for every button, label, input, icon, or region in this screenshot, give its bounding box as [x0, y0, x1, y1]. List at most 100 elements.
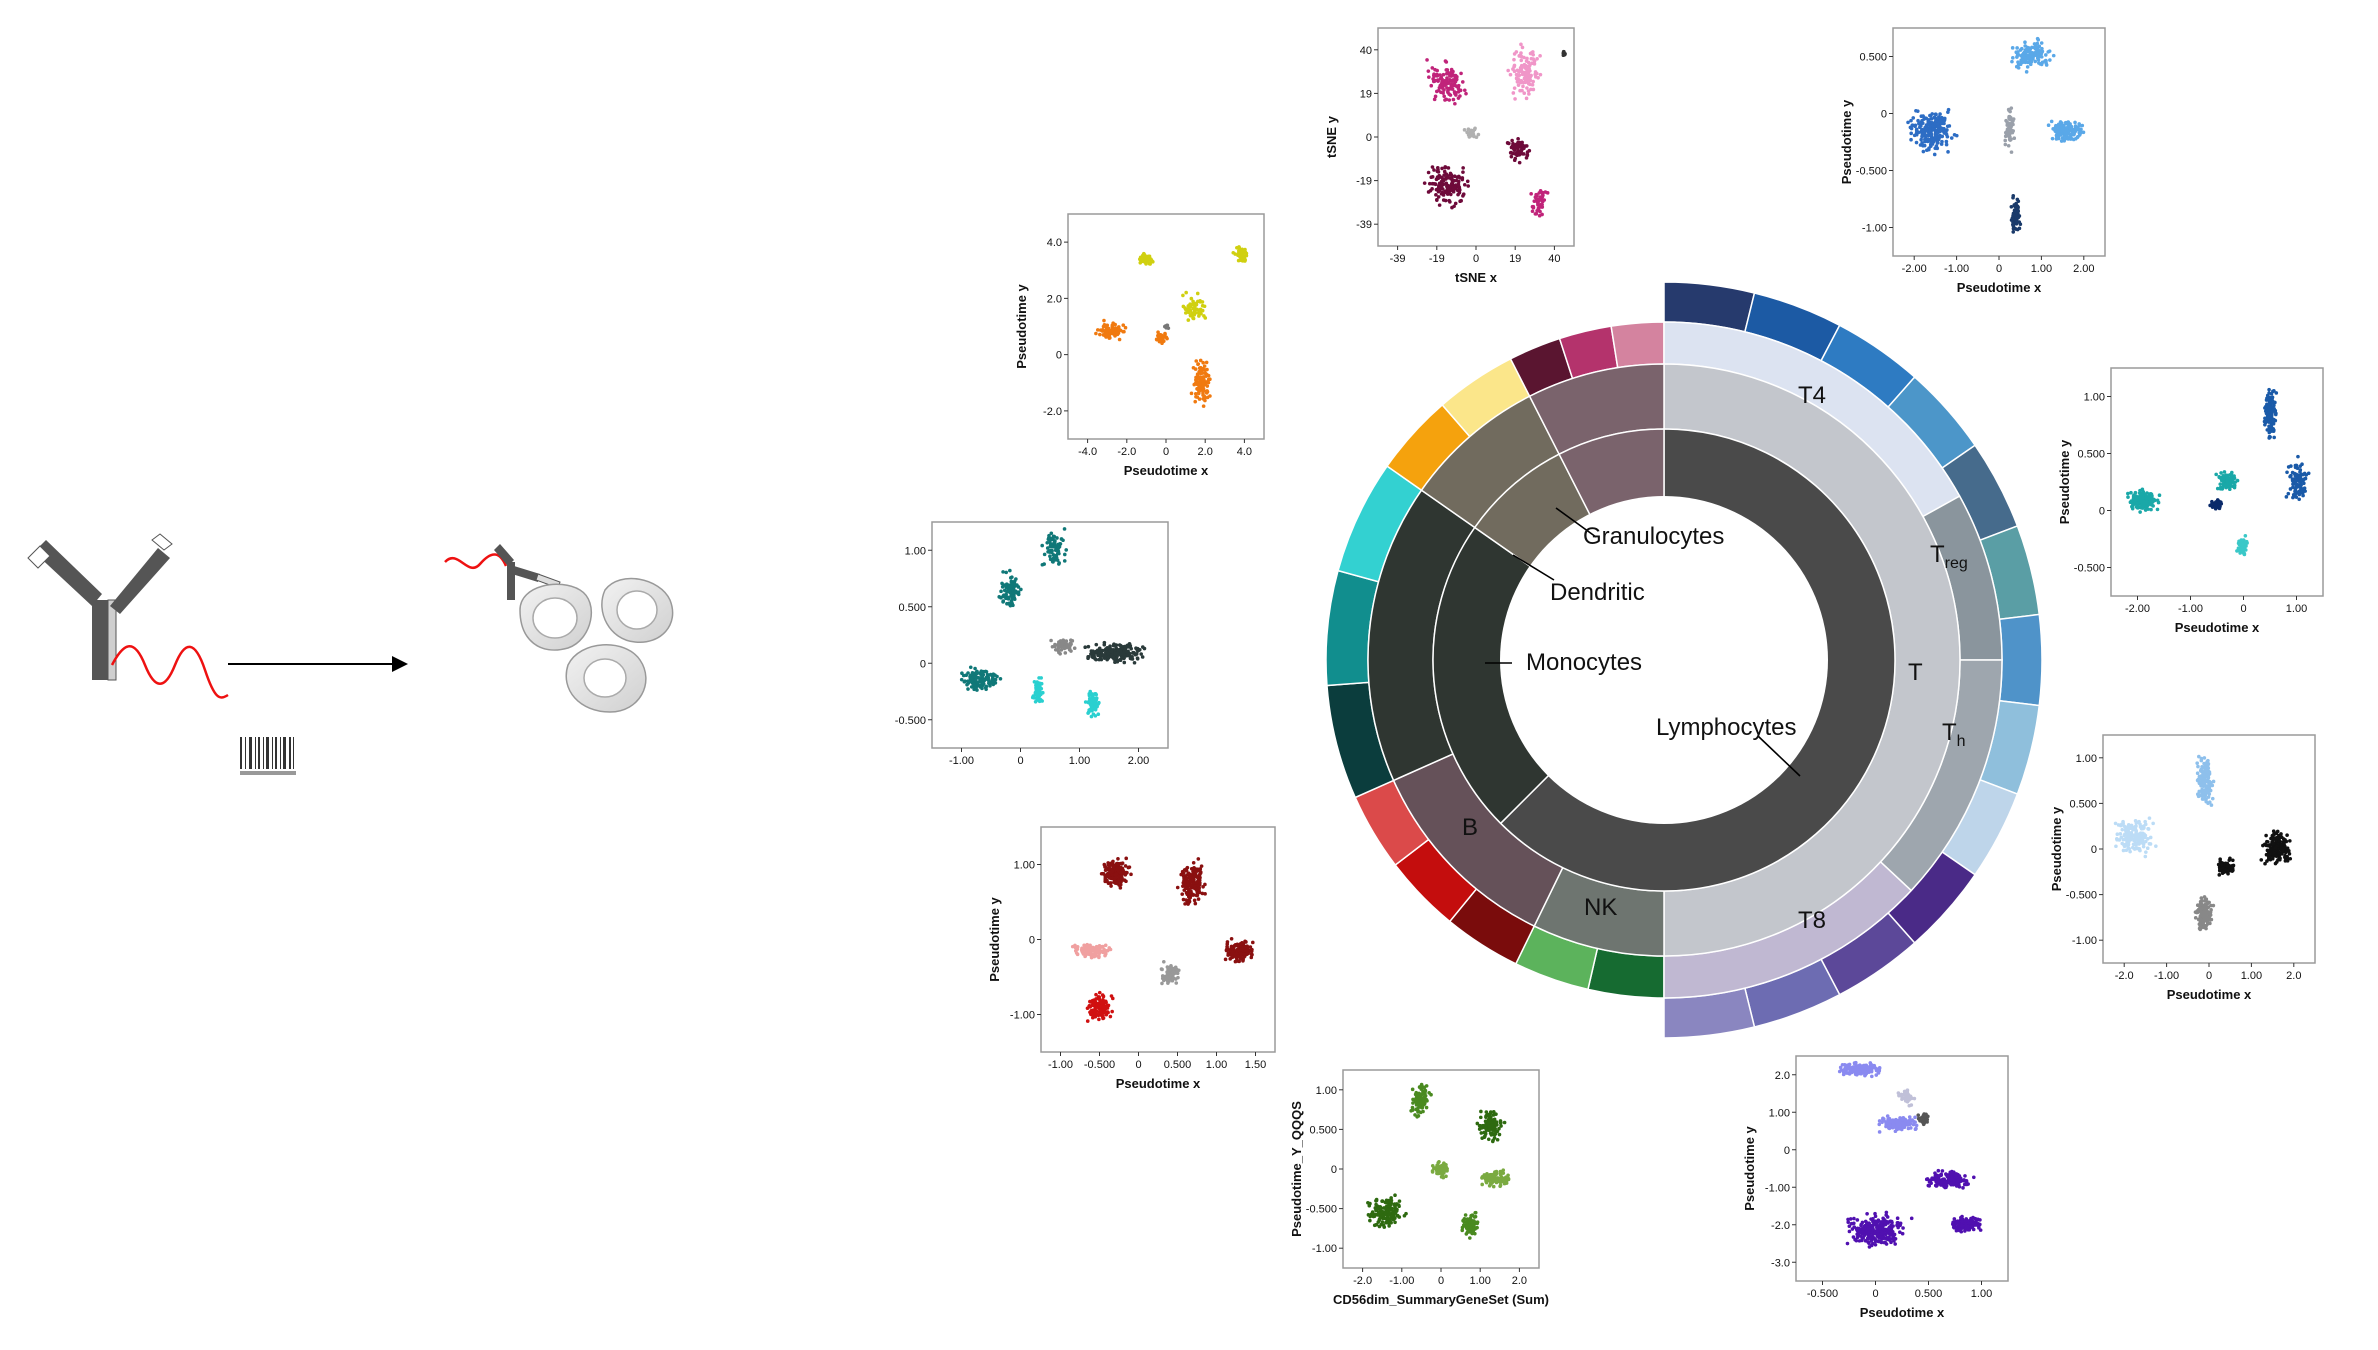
- plot-point: [1430, 165, 1435, 169]
- plot-point: [1486, 1121, 1490, 1125]
- plot-point: [1195, 879, 1200, 884]
- plot-point: [2210, 783, 2215, 788]
- y-tick-label: 0: [1784, 1145, 1790, 1157]
- x-axis-label: Pseudotime x: [1116, 1076, 1201, 1091]
- plot-point: [2202, 904, 2207, 908]
- plot-point: [2157, 493, 2162, 498]
- plot-point: [1514, 76, 1519, 81]
- plot-point: [1440, 181, 1444, 186]
- plot-point: [1961, 1186, 1965, 1190]
- plot-point: [1513, 145, 1518, 149]
- plot-point: [1921, 1122, 1926, 1127]
- plot-point: [1928, 124, 1932, 128]
- plot-point: [2200, 913, 2204, 918]
- plot-point: [2018, 222, 2023, 226]
- plot-point: [1422, 181, 1427, 185]
- plot-point: [1491, 1118, 1496, 1122]
- plot-point: [2039, 41, 2044, 45]
- plot-point: [1841, 1070, 1846, 1074]
- plot-point: [1434, 177, 1439, 181]
- plot-points: [1422, 42, 1567, 218]
- plot-point: [2075, 125, 2080, 130]
- plot-point: [1465, 179, 1470, 184]
- plot-point: [1855, 1218, 1860, 1222]
- plot-point: [2228, 487, 2232, 492]
- plot-point: [1525, 153, 1529, 158]
- y-tick-label: 0.500: [2069, 798, 2097, 810]
- plot-point: [1094, 1012, 1099, 1017]
- plot-point: [2011, 222, 2016, 227]
- plot-point: [1938, 129, 1942, 134]
- plot-point: [2015, 197, 2020, 202]
- plot-point: [1899, 1092, 1904, 1097]
- plot-point: [1942, 118, 1947, 123]
- plot-point: [1862, 1071, 1866, 1075]
- plot-point: [1518, 88, 1522, 93]
- plot-point: [1907, 1115, 1912, 1119]
- plot-point: [1106, 863, 1111, 868]
- plot-point: [1501, 1179, 1506, 1184]
- plot-point: [2049, 119, 2054, 124]
- plot-point: [1200, 891, 1205, 896]
- plot-point: [1921, 1117, 1925, 1121]
- plot-point: [1916, 118, 1920, 123]
- plot-points: [1906, 36, 2086, 234]
- treg-label: Treg: [1930, 541, 1968, 572]
- plot-point: [1913, 1115, 1917, 1120]
- plot-point: [2069, 136, 2074, 141]
- plot-point: [1191, 860, 1196, 865]
- plot-point: [2218, 504, 2222, 509]
- plot-point: [2144, 850, 2148, 854]
- plot-point: [2023, 44, 2027, 48]
- plot-point: [1452, 204, 1456, 209]
- plot-point: [2231, 858, 2235, 863]
- plot-point: [1103, 875, 1108, 880]
- y-tick-label: 0: [1331, 1164, 1337, 1176]
- plot-point: [1458, 94, 1462, 98]
- y-tick-label: -19: [1356, 176, 1372, 188]
- plot-point: [1185, 899, 1190, 904]
- plot-point: [1110, 996, 1115, 1001]
- plot-point: [1443, 165, 1447, 169]
- plot-point: [1098, 1004, 1103, 1009]
- plot-point: [1451, 186, 1456, 191]
- plot-point: [1868, 1236, 1872, 1240]
- plot-point: [1383, 1210, 1387, 1215]
- y-tick-label: -0.500: [2074, 563, 2105, 575]
- plot-point: [2147, 816, 2152, 820]
- plot-point: [1920, 121, 1925, 126]
- plot-point: [1478, 1115, 1483, 1120]
- plot-point: [2025, 65, 2030, 69]
- cells-with-antibody-icon: [444, 544, 674, 713]
- plot-point: [1376, 1220, 1381, 1224]
- plot-point: [1444, 68, 1449, 72]
- plot-point: [1098, 1007, 1102, 1012]
- plot-point: [1944, 1180, 1948, 1185]
- plot-point: [2120, 841, 2125, 846]
- plot-point: [1427, 75, 1431, 79]
- plot-point: [1448, 93, 1453, 97]
- plot-point: [2281, 845, 2286, 850]
- plot-point: [1522, 62, 1527, 67]
- plot-point: [1462, 88, 1467, 93]
- plot-point: [2200, 797, 2205, 801]
- plot-point: [2019, 59, 2024, 64]
- plot-point: [2024, 70, 2029, 74]
- plot-point: [1900, 1096, 1905, 1101]
- plot-point: [1884, 1210, 1889, 1215]
- plot-point: [1874, 1073, 1879, 1077]
- plot-point: [1040, 543, 1044, 548]
- plot-point: [1856, 1064, 1861, 1069]
- plot-point: [2054, 137, 2059, 141]
- plot-point: [1475, 1121, 1480, 1126]
- plot-point: [2011, 56, 2015, 60]
- plot-point: [1891, 1236, 1896, 1241]
- plot-point: [1118, 886, 1123, 890]
- plot-point: [2269, 836, 2273, 841]
- plot-point: [1487, 1114, 1492, 1119]
- y-tick-label: -1.00: [1862, 223, 1887, 235]
- plot-point: [2007, 117, 2012, 122]
- plot-point: [1193, 901, 1198, 906]
- plot-points: [959, 527, 1147, 719]
- plot-point: [2267, 430, 2272, 435]
